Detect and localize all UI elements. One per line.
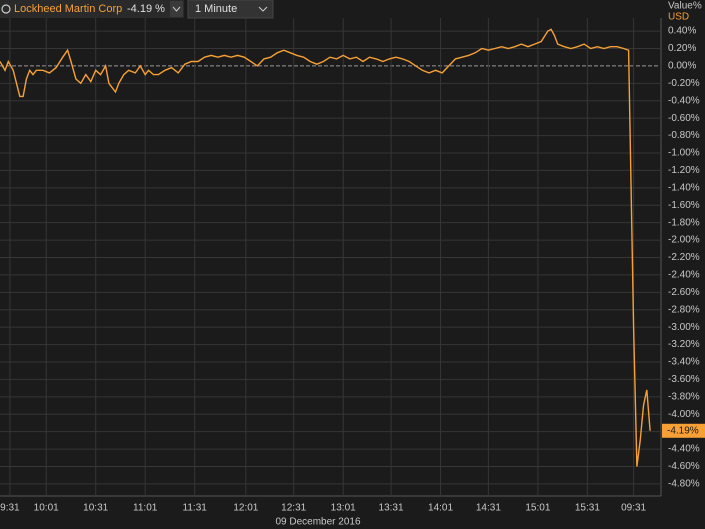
y-tick-label: -4.60% [668,461,700,472]
interval: 1 Minute [195,3,237,15]
x-tick-label: 14:01 [428,503,453,514]
instrument-name: Lockheed Martin Corp [14,3,122,15]
subtitle: 09 December 2016 [275,517,360,528]
y-tick-label: -3.00% [668,322,700,333]
last-value-box [662,423,705,438]
axis-title: Value% [668,1,702,12]
x-tick-label: 14:31 [476,503,501,514]
y-tick-label: -3.40% [668,357,700,368]
instrument-box[interactable] [0,0,184,18]
clock-icon [1,4,11,14]
y-tick-label: -4.40% [668,444,700,455]
last-value-label: -4.19% [667,425,699,436]
y-tick-label: -2.80% [668,304,700,315]
x-tick-label: 11:01 [133,503,158,514]
y-tick-label: 0.00% [668,61,696,72]
x-tick-label: 15:01 [525,503,550,514]
x-tick-label: 13:31 [379,503,404,514]
x-tick-label: 12:31 [281,503,306,514]
dropdown-button[interactable] [170,1,183,17]
y-tick-label: -1.40% [668,182,700,193]
dropdown-arrow [172,6,181,12]
x-tick-label: 12:01 [233,503,258,514]
interval-select[interactable] [187,0,274,19]
y-tick-label: -3.20% [668,339,700,350]
x-tick-label: 11:31 [183,503,208,514]
y-tick-label: -3.60% [668,374,700,385]
select-arrow [258,6,268,12]
y-tick-label: -4.00% [668,409,700,420]
x-tick-label: 9:31 [0,503,20,514]
x-tick-label: 10:31 [83,503,108,514]
x-tick-label: 15:31 [575,503,600,514]
y-tick-label: -2.40% [668,270,700,281]
y-tick-label: 0.20% [668,43,696,54]
y-tick-label: -1.80% [668,217,700,228]
y-tick-label: -1.60% [668,200,700,211]
y-tick-label: -2.60% [668,287,700,298]
y-tick-label: -4.80% [668,479,700,490]
x-tick-label: 13:01 [331,503,356,514]
axis-unit: USD [668,12,689,23]
x-tick-label: 10:01 [34,503,59,514]
y-tick-label: -0.80% [668,130,700,141]
x-tick-label: 09:31 [621,503,646,514]
y-tick-label: -3.80% [668,391,700,402]
change: -4.19 % [127,3,165,15]
y-tick-label: -1.20% [668,165,700,176]
y-tick-label: 0.40% [668,26,696,37]
y-tick-label: -0.60% [668,113,700,124]
price-line [0,28,651,467]
y-tick-label: -2.00% [668,235,700,246]
y-tick-label: -1.00% [668,148,700,159]
y-tick-label: -2.20% [668,252,700,263]
y-tick-label: -0.40% [668,95,700,106]
y-tick-label: -0.20% [668,78,700,89]
